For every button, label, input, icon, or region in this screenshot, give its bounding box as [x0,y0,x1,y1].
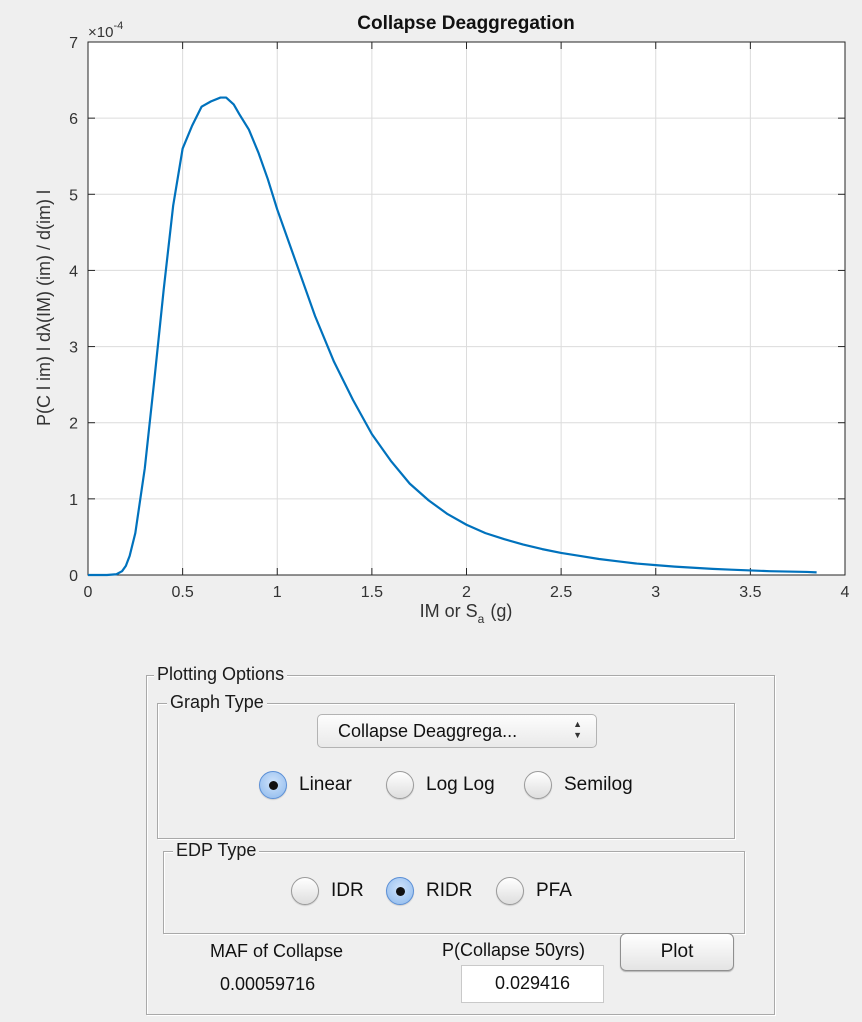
y-exponent-base: ×10 [88,24,113,41]
radio-linear-label: Linear [299,774,352,795]
radio-idr[interactable]: IDR [291,877,364,905]
graph-type-title: Graph Type [167,692,267,712]
y-axis-label: P(C l im) l dλ(IM) (im) / d(im) l [34,190,54,426]
radio-idr-circle [291,877,319,905]
edp-type-title: EDP Type [173,840,260,860]
radio-log-log-circle [386,771,414,799]
y-tick-label: 3 [69,340,78,357]
y-exponent: ×10-4 [88,20,123,41]
radio-pfa[interactable]: PFA [496,877,572,905]
radio-ridr-label: RIDR [426,880,473,901]
radio-semilog-label: Semilog [564,774,633,795]
x-tick-label: 2 [462,584,471,601]
maf-value: 0.00059716 [220,974,316,994]
x-tick-label: 1 [273,584,282,601]
x-axis-label-tail: (g) [490,601,512,621]
radio-pfa-circle [496,877,524,905]
tick-labels: 0 0.5 1 1.5 2 2.5 3 3.5 4 0 1 2 3 4 5 6 7 [69,35,849,601]
pcollapse-value-field[interactable]: 0.029416 [461,965,604,1003]
y-exponent-power: -4 [113,20,123,32]
plotting-options-title: Plotting Options [154,664,288,684]
graph-type-dropdown-value: Collapse Deaggrega... [338,721,518,741]
graph-type-group [157,703,735,839]
plot-button[interactable]: Plot [620,933,734,971]
y-tick-label: 7 [69,35,78,52]
x-tick-label: 1.5 [361,584,383,601]
x-axis-label: IM or Sa (g) [420,601,513,626]
chevron-up-down-icon: ▲ ▼ [573,719,582,740]
radio-log-log[interactable]: Log Log [386,771,495,799]
edp-type-group [163,851,745,934]
graph-type-dropdown[interactable]: Collapse Deaggrega... ▲ ▼ [317,714,597,748]
y-tick-label: 6 [69,111,78,128]
y-tick-label: 1 [69,492,78,509]
x-tick-label: 3.5 [739,584,761,601]
radio-semilog[interactable]: Semilog [524,771,633,799]
axis-ticks [87,41,846,576]
y-tick-label: 0 [69,568,78,585]
radio-idr-label: IDR [331,880,364,901]
x-tick-label: 4 [841,584,850,601]
plotting-options-group [146,675,775,1015]
x-tick-label: 0.5 [172,584,194,601]
maf-label: MAF of Collapse [210,941,344,961]
y-tick-label: 2 [69,416,78,433]
radio-linear-circle [259,771,287,799]
radio-ridr-circle [386,877,414,905]
x-tick-label: 0 [84,584,93,601]
series-line [88,96,817,577]
x-axis-label-main: IM or S [420,601,478,621]
x-tick-label: 2.5 [550,584,572,601]
radio-ridr[interactable]: RIDR [386,877,472,905]
y-tick-label: 5 [69,187,78,204]
radio-pfa-label: PFA [536,880,572,901]
pcollapse-label: P(Collapse 50yrs) [442,940,586,960]
radio-log-log-label: Log Log [426,774,495,795]
x-axis-label-sub: a [478,612,485,626]
x-tick-label: 3 [651,584,660,601]
y-tick-label: 4 [69,263,78,280]
chart-title: Collapse Deaggregation [357,13,575,34]
radio-semilog-circle [524,771,552,799]
collapse-deaggregation-chart: 0 0.5 1 1.5 2 2.5 3 3.5 4 0 1 2 3 4 5 6 7 Collapse Deagg… [34,13,850,626]
radio-linear[interactable]: Linear [259,771,352,799]
